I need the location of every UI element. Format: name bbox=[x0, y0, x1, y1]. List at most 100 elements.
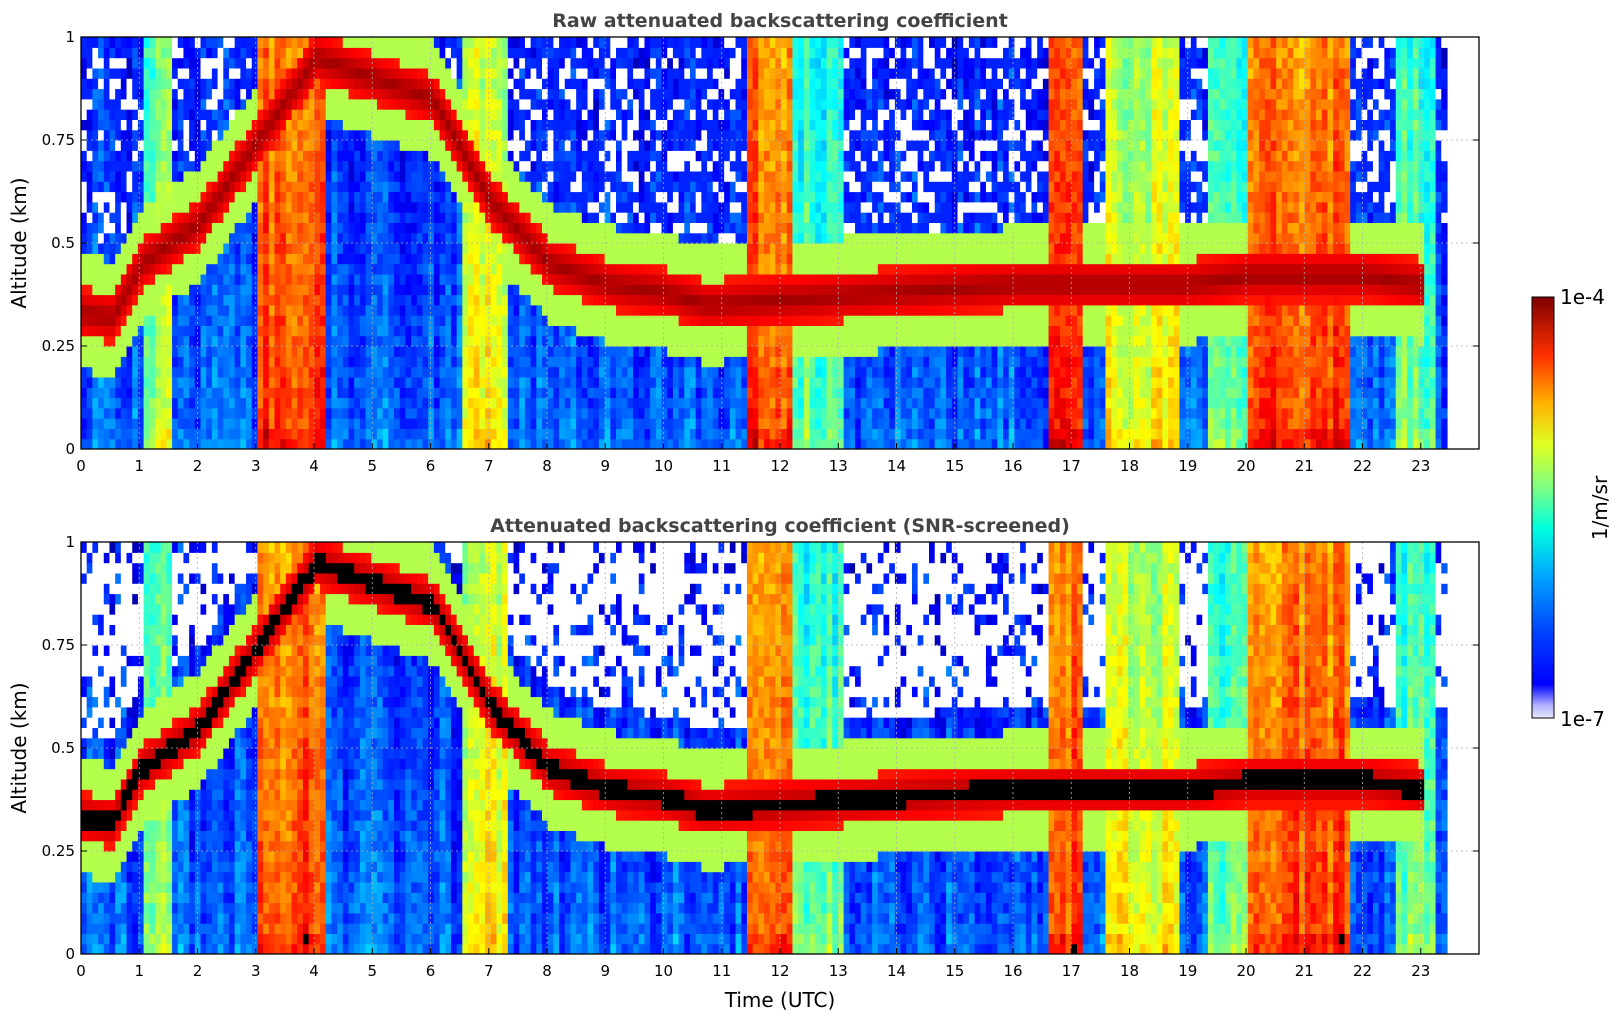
heatmap-cell bbox=[729, 170, 737, 182]
heatmap-cell bbox=[530, 109, 537, 120]
heatmap-cell bbox=[428, 284, 435, 296]
heatmap-cell bbox=[672, 263, 680, 275]
heatmap-cell bbox=[786, 304, 794, 316]
heatmap-cell bbox=[724, 366, 731, 378]
heatmap-cell bbox=[172, 170, 179, 182]
heatmap-cell bbox=[616, 387, 623, 399]
heatmap-cell bbox=[479, 376, 486, 388]
heatmap-cell bbox=[189, 181, 196, 193]
heatmap-cell bbox=[137, 418, 145, 429]
heatmap-cell bbox=[479, 150, 486, 162]
heatmap-cell bbox=[291, 387, 298, 399]
heatmap-cell bbox=[411, 119, 418, 131]
heatmap-cell bbox=[490, 160, 498, 172]
heatmap-cell bbox=[365, 263, 372, 275]
heatmap-cell bbox=[120, 407, 128, 419]
heatmap-cell bbox=[183, 418, 190, 429]
heatmap-cell bbox=[183, 37, 190, 48]
heatmap-cell bbox=[354, 428, 361, 440]
heatmap-cell bbox=[291, 273, 298, 285]
heatmap-cell bbox=[536, 47, 543, 59]
heatmap-cell bbox=[422, 243, 429, 254]
heatmap-cell bbox=[149, 366, 156, 378]
heatmap-cell bbox=[763, 387, 771, 399]
heatmap-cell bbox=[741, 119, 748, 131]
heatmap-cell bbox=[678, 119, 685, 131]
heatmap-cell bbox=[81, 88, 88, 100]
heatmap-cell bbox=[610, 284, 617, 296]
heatmap-cell bbox=[661, 98, 668, 110]
heatmap-cell bbox=[394, 335, 401, 347]
heatmap-cell bbox=[638, 67, 646, 79]
heatmap-cell bbox=[445, 140, 452, 151]
heatmap-cell bbox=[678, 428, 685, 440]
heatmap-cell bbox=[166, 47, 173, 59]
heatmap-cell bbox=[314, 273, 321, 285]
heatmap-cell bbox=[587, 438, 594, 449]
heatmap-cell bbox=[581, 232, 589, 244]
heatmap-cell bbox=[365, 201, 372, 213]
heatmap-cell bbox=[394, 129, 401, 141]
heatmap-cell bbox=[149, 263, 156, 275]
heatmap-cell bbox=[388, 397, 395, 409]
heatmap-cell bbox=[359, 346, 367, 357]
heatmap-cell bbox=[194, 284, 202, 296]
heatmap-cell bbox=[559, 129, 566, 141]
heatmap-cell bbox=[240, 263, 247, 275]
heatmap-cell bbox=[428, 232, 435, 244]
heatmap-cell bbox=[302, 160, 310, 172]
heatmap-cell bbox=[126, 57, 133, 69]
heatmap-cell bbox=[781, 253, 788, 265]
heatmap-cell bbox=[701, 201, 708, 213]
heatmap-cell bbox=[729, 222, 737, 234]
heatmap-cell bbox=[280, 129, 287, 141]
heatmap-cell bbox=[485, 88, 492, 100]
heatmap-cell bbox=[257, 222, 264, 234]
heatmap-cell bbox=[365, 140, 372, 151]
heatmap-cell bbox=[547, 407, 554, 419]
heatmap-cell bbox=[587, 181, 594, 193]
heatmap-cell bbox=[638, 346, 646, 357]
heatmap-cell bbox=[109, 57, 116, 69]
heatmap-cell bbox=[439, 212, 446, 223]
heatmap-cell bbox=[598, 407, 606, 419]
heatmap-cell bbox=[576, 98, 583, 110]
heatmap-cell bbox=[422, 438, 429, 449]
heatmap-cell bbox=[411, 78, 418, 90]
heatmap-cell bbox=[724, 376, 731, 388]
heatmap-cell bbox=[553, 67, 560, 79]
heatmap-cell bbox=[257, 119, 264, 131]
heatmap-cell bbox=[177, 119, 185, 131]
heatmap-cell bbox=[746, 160, 754, 172]
heatmap-cell bbox=[598, 98, 606, 110]
heatmap-cell bbox=[433, 366, 441, 378]
heatmap-cell bbox=[149, 232, 156, 244]
heatmap-cell bbox=[758, 407, 765, 419]
heatmap-cell bbox=[587, 129, 594, 141]
heatmap-cell bbox=[416, 397, 424, 409]
heatmap-cell bbox=[752, 140, 759, 151]
heatmap-cell bbox=[661, 109, 668, 120]
heatmap-cell bbox=[274, 191, 281, 203]
heatmap-cell bbox=[223, 346, 230, 357]
heatmap-cell bbox=[559, 47, 566, 59]
heatmap-cell bbox=[661, 37, 668, 48]
heatmap-cell bbox=[280, 387, 287, 399]
heatmap-cell bbox=[109, 304, 116, 316]
heatmap-cell bbox=[314, 78, 321, 90]
heatmap-cell bbox=[655, 37, 663, 48]
heatmap-cell bbox=[507, 57, 515, 69]
heatmap-cell bbox=[769, 37, 776, 48]
heatmap-cell bbox=[172, 397, 179, 409]
heatmap-cell bbox=[365, 366, 372, 378]
heatmap-cell bbox=[604, 109, 611, 120]
heatmap-cell bbox=[257, 438, 264, 449]
heatmap-cell bbox=[263, 304, 270, 316]
heatmap-cell bbox=[684, 170, 691, 182]
heatmap-cell bbox=[672, 418, 680, 429]
heatmap-cell bbox=[86, 57, 93, 69]
heatmap-cell bbox=[149, 160, 156, 172]
heatmap-cell bbox=[689, 109, 697, 120]
heatmap-cell bbox=[217, 315, 224, 326]
heatmap-cell bbox=[570, 397, 577, 409]
